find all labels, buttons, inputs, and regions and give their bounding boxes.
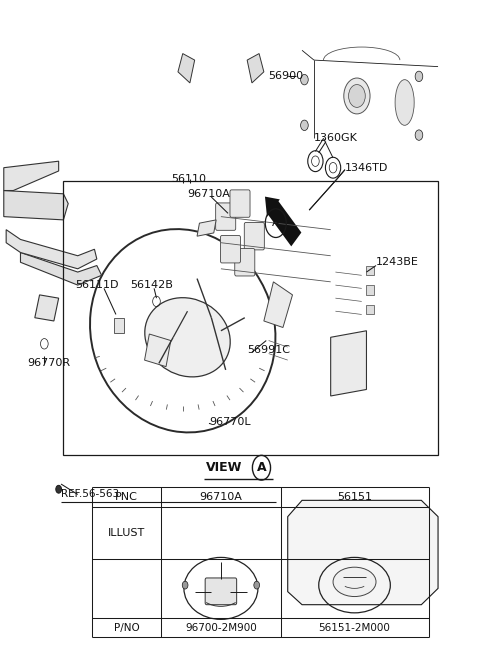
Polygon shape xyxy=(144,334,171,367)
Ellipse shape xyxy=(344,78,370,114)
Circle shape xyxy=(56,485,61,493)
Text: A: A xyxy=(272,218,280,228)
Circle shape xyxy=(415,130,423,140)
Text: 56151: 56151 xyxy=(337,492,372,502)
Ellipse shape xyxy=(395,80,414,125)
Polygon shape xyxy=(331,331,366,396)
Ellipse shape xyxy=(348,84,365,107)
Polygon shape xyxy=(6,230,97,269)
Text: 96710A: 96710A xyxy=(188,189,230,199)
FancyBboxPatch shape xyxy=(230,190,250,217)
Text: ILLUST: ILLUST xyxy=(108,528,145,538)
Polygon shape xyxy=(4,161,59,191)
FancyBboxPatch shape xyxy=(205,578,237,605)
Bar xyxy=(366,265,373,275)
Polygon shape xyxy=(35,295,59,321)
Text: 56110: 56110 xyxy=(171,174,206,184)
Text: 1360GK: 1360GK xyxy=(314,134,358,143)
Text: 56142B: 56142B xyxy=(130,280,173,290)
Polygon shape xyxy=(264,282,292,328)
Text: A: A xyxy=(257,461,266,474)
FancyBboxPatch shape xyxy=(216,203,236,231)
Text: 56111D: 56111D xyxy=(75,280,119,290)
Text: 96770L: 96770L xyxy=(209,417,251,427)
Bar xyxy=(366,305,373,314)
Text: VIEW: VIEW xyxy=(206,461,242,474)
Ellipse shape xyxy=(145,297,230,377)
Text: 56151-2M000: 56151-2M000 xyxy=(319,622,390,633)
FancyBboxPatch shape xyxy=(114,318,124,333)
Text: 96710A: 96710A xyxy=(200,492,242,502)
Circle shape xyxy=(300,120,308,130)
Circle shape xyxy=(182,581,188,589)
Text: 96700-2M900: 96700-2M900 xyxy=(185,622,257,633)
Polygon shape xyxy=(288,500,438,605)
Bar xyxy=(366,285,373,295)
Circle shape xyxy=(300,75,308,85)
Text: 1243BE: 1243BE xyxy=(376,257,419,267)
FancyBboxPatch shape xyxy=(235,249,255,276)
Text: 56900: 56900 xyxy=(269,71,304,81)
Polygon shape xyxy=(178,54,195,83)
FancyBboxPatch shape xyxy=(244,223,264,250)
Polygon shape xyxy=(21,252,102,285)
Text: P/NO: P/NO xyxy=(114,622,140,633)
Text: 96770R: 96770R xyxy=(28,358,71,368)
Circle shape xyxy=(254,581,260,589)
Polygon shape xyxy=(197,220,216,236)
Polygon shape xyxy=(4,191,68,220)
Text: REF.56-563: REF.56-563 xyxy=(61,489,119,499)
Polygon shape xyxy=(247,54,264,83)
Bar xyxy=(63,181,438,455)
Ellipse shape xyxy=(333,567,376,597)
Text: 56991C: 56991C xyxy=(247,345,290,355)
FancyBboxPatch shape xyxy=(220,236,240,263)
Text: PNC: PNC xyxy=(115,492,138,502)
FancyArrow shape xyxy=(265,196,301,246)
Text: 1346TD: 1346TD xyxy=(345,162,388,173)
Circle shape xyxy=(415,71,423,82)
